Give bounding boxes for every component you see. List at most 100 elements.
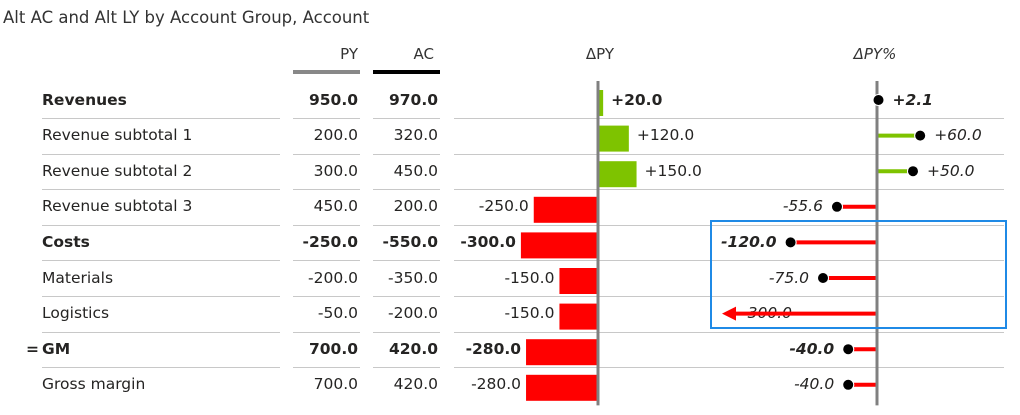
py-value[interactable]: 450.0	[313, 197, 358, 216]
py-value[interactable]: 950.0	[308, 90, 358, 109]
selection-box	[710, 220, 1007, 329]
row-separator	[42, 118, 280, 119]
row-separator	[373, 296, 440, 297]
ac-value[interactable]: 450.0	[393, 161, 438, 180]
row-separator	[722, 331, 984, 333]
row-separator	[293, 224, 360, 226]
delta-pct-label: +50.0	[927, 161, 975, 180]
row-separator	[373, 224, 440, 226]
row-separator	[42, 224, 280, 226]
delta-label: -250.0	[478, 197, 529, 216]
py-header-bar	[293, 70, 360, 74]
delta-pct-dot	[842, 343, 855, 356]
py-value[interactable]: -50.0	[317, 304, 358, 323]
py-value[interactable]: 200.0	[313, 126, 358, 145]
delta-label: +20.0	[611, 90, 663, 109]
row-separator	[373, 331, 440, 333]
row-separator	[722, 296, 984, 297]
row-separator	[373, 189, 440, 191]
row-label[interactable]: Revenue subtotal 3	[42, 197, 193, 216]
row-label[interactable]: GM	[42, 339, 71, 358]
row-separator	[293, 296, 360, 297]
chart-title: Alt AC and Alt LY by Account Group, Acco…	[3, 8, 370, 27]
row-separator	[722, 189, 984, 191]
row-separator	[722, 224, 984, 226]
delta-bar	[526, 374, 598, 401]
delta-label: -150.0	[504, 304, 555, 323]
py-value[interactable]: 700.0	[308, 339, 358, 358]
delta-pct-label: -40.0	[794, 375, 835, 394]
row-label[interactable]: Revenue subtotal 1	[42, 126, 193, 145]
row-separator	[722, 367, 984, 369]
delta-bar	[598, 125, 629, 152]
delta-pct-dot	[817, 272, 829, 284]
py-value[interactable]: 300.0	[313, 161, 358, 180]
ac-value[interactable]: -200.0	[388, 304, 438, 323]
row-separator	[373, 260, 440, 262]
row-label[interactable]: Materials	[42, 268, 114, 287]
row-separator	[293, 260, 360, 262]
py-value[interactable]: 700.0	[313, 375, 358, 394]
row-separator	[722, 260, 984, 262]
delta-label: -150.0	[504, 268, 555, 287]
ac-value[interactable]: 970.0	[388, 90, 438, 109]
delta-pct-label: +60.0	[934, 126, 982, 145]
row-separator	[293, 153, 360, 155]
row-label[interactable]: Gross margin	[42, 375, 146, 394]
row-separator	[293, 367, 360, 369]
delta-label: -280.0	[465, 339, 522, 358]
delta-bar	[526, 339, 598, 366]
delta-pct-label: -75.0	[768, 268, 809, 287]
row-separator	[293, 331, 360, 333]
py-value[interactable]: -250.0	[302, 232, 358, 251]
delta-pct-column-header[interactable]: ΔPY%	[853, 45, 897, 63]
delta-bar	[598, 161, 637, 188]
py-column-header[interactable]: PY	[340, 45, 358, 63]
ac-value[interactable]: 420.0	[388, 339, 438, 358]
row-label[interactable]: Costs	[42, 232, 90, 251]
delta-pct-dot	[842, 378, 855, 391]
row-separator	[293, 118, 360, 119]
delta-pct-dot	[907, 165, 919, 178]
row-separator	[722, 153, 984, 155]
py-value[interactable]: -200.0	[308, 268, 358, 287]
row-separator	[42, 153, 280, 155]
delta-pct-label: -120.0	[721, 232, 777, 251]
delta-column-header[interactable]: ΔPY	[585, 45, 615, 63]
row-separator	[293, 189, 360, 191]
ac-value[interactable]: 320.0	[393, 126, 438, 145]
delta-label: +150.0	[644, 161, 702, 180]
row-separator	[42, 367, 280, 369]
row-separator	[42, 331, 280, 333]
row-separator	[373, 153, 440, 155]
ac-value[interactable]: -550.0	[382, 232, 438, 251]
ac-value[interactable]: -350.0	[388, 268, 438, 287]
delta-pct-label: -40.0	[789, 339, 835, 358]
row-label[interactable]: Revenues	[42, 90, 127, 109]
delta-label: -300.0	[460, 232, 516, 251]
row-separator	[373, 367, 440, 369]
delta-bar	[559, 268, 598, 294]
delta-label: +120.0	[636, 126, 695, 145]
delta-bar	[533, 196, 598, 223]
row-separator	[722, 118, 984, 119]
delta-bar	[520, 232, 598, 259]
delta-pct-label: +2.1	[892, 90, 933, 109]
ac-value[interactable]: 420.0	[393, 375, 438, 394]
row-separator	[42, 189, 280, 191]
delta-pct-dot	[784, 236, 797, 249]
delta-bar	[559, 303, 598, 330]
delta-pct-label: -55.6	[782, 197, 823, 216]
row-label[interactable]: Logistics	[42, 304, 110, 323]
ac-column-header[interactable]: AC	[413, 45, 434, 63]
delta-pct-dot	[830, 200, 843, 213]
delta-pct-dot	[872, 94, 885, 106]
ac-header-bar	[373, 70, 440, 74]
row-separator	[42, 296, 280, 297]
ac-value[interactable]: 200.0	[393, 197, 438, 216]
delta-label: -280.0	[471, 375, 522, 394]
row-label[interactable]: Revenue subtotal 2	[42, 161, 193, 180]
delta-pct-dot	[914, 129, 927, 142]
row-prefix: =	[26, 339, 39, 358]
